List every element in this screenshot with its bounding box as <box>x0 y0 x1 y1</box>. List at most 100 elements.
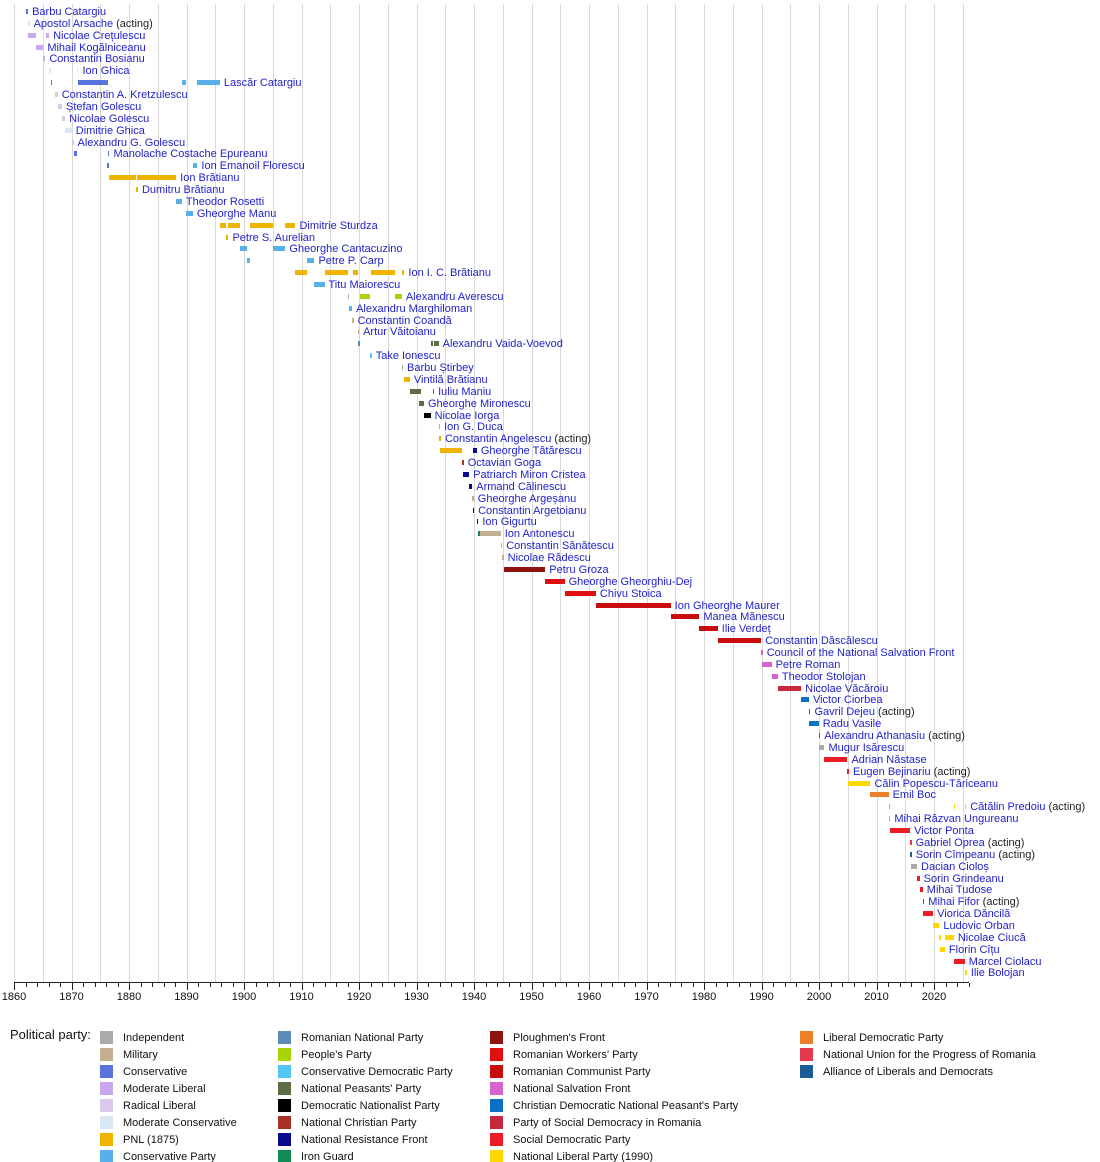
pm-name-label[interactable]: Artur Văitoianu <box>363 327 436 338</box>
term-bar[interactable] <box>348 305 353 311</box>
term-bar[interactable] <box>404 376 410 382</box>
pm-name-label[interactable]: Alexandru Athanasiu (acting) <box>824 731 965 742</box>
term-bar[interactable] <box>45 32 50 38</box>
pm-name-label[interactable]: Alexandru Marghiloman <box>356 303 472 315</box>
term-bar[interactable] <box>910 851 912 857</box>
pm-name-label[interactable]: Dacian Cioloș <box>921 860 989 873</box>
term-bar[interactable] <box>761 649 763 655</box>
pm-name-label[interactable]: Ion G. Duca <box>444 422 503 433</box>
term-bar[interactable] <box>419 400 421 406</box>
pm-name[interactable]: Take Ionescu <box>375 350 441 363</box>
pm-name-label[interactable]: Ilie Verdeț <box>722 624 771 635</box>
pm-name[interactable]: Patriarch Miron Cristea <box>473 468 586 481</box>
term-bar[interactable] <box>409 388 420 394</box>
pm-name[interactable]: Nicolae Rădescu <box>507 552 591 565</box>
term-bar[interactable] <box>923 911 934 917</box>
term-bar[interactable] <box>503 566 546 572</box>
term-bar[interactable] <box>50 80 53 86</box>
term-bar[interactable] <box>888 804 891 810</box>
term-bar[interactable] <box>347 293 350 299</box>
pm-name-label[interactable]: Petre S. Aurelian <box>232 231 316 244</box>
term-bar[interactable] <box>370 270 395 276</box>
term-bar[interactable] <box>476 519 479 525</box>
pm-name[interactable]: Dacian Cioloș <box>921 860 989 873</box>
pm-name[interactable]: Ștefan Golescu <box>66 100 142 113</box>
term-bar[interactable] <box>761 661 772 667</box>
pm-name[interactable]: Nicolae Crețulescu <box>53 29 146 42</box>
term-bar[interactable] <box>420 400 424 406</box>
term-bar[interactable] <box>71 139 74 145</box>
pm-name-label[interactable]: Manea Mănescu <box>703 612 784 623</box>
pm-name-label[interactable]: Constantin Sănătescu <box>506 541 614 552</box>
pm-name-label[interactable]: Ștefan Golescu <box>66 100 142 113</box>
pm-name-label[interactable]: Nicolae Rădescu <box>508 553 591 564</box>
pm-name-label[interactable]: Constantin A. Kretzulescu <box>62 90 188 101</box>
pm-name[interactable]: Ion Gheorghe Maurer <box>674 599 780 612</box>
pm-name[interactable]: Council of the National Salvation Front <box>766 646 955 659</box>
pm-name[interactable]: Radu Vasile <box>822 718 882 731</box>
pm-name[interactable]: Armand Călinescu <box>476 480 567 493</box>
pm-name[interactable]: Mugur Isărescu <box>828 741 905 754</box>
term-bar[interactable] <box>472 495 474 501</box>
term-bar[interactable] <box>28 32 36 38</box>
pm-name-label[interactable]: Gavril Dejeu (acting) <box>814 707 914 718</box>
pm-name[interactable]: Alexandru Athanasiu <box>824 730 926 743</box>
pm-name-label[interactable]: Radu Vasile <box>823 719 882 730</box>
pm-name[interactable]: Dimitrie Sturdza <box>299 219 378 232</box>
term-bar[interactable] <box>910 863 918 869</box>
pm-name-label[interactable]: Constantin Dăscălescu <box>765 636 878 647</box>
pm-name[interactable]: Ion Gigurtu <box>482 516 537 529</box>
pm-name-label[interactable]: Alexandru Averescu <box>405 290 504 303</box>
pm-name[interactable]: Sorin Grindeanu <box>923 872 1004 885</box>
pm-name-label[interactable]: Dumitru Brătianu <box>142 185 225 196</box>
pm-name-label[interactable]: Gheorghe Tătărescu <box>481 446 582 457</box>
pm-name-label[interactable]: Mihai Tudose <box>927 885 992 896</box>
term-bar[interactable] <box>65 127 72 133</box>
term-bar[interactable] <box>197 80 220 86</box>
term-bar[interactable] <box>462 460 464 466</box>
term-bar[interactable] <box>76 68 79 74</box>
pm-name[interactable]: Constantin Bosianu <box>49 53 145 66</box>
term-bar[interactable] <box>295 270 307 276</box>
term-bar[interactable] <box>394 293 402 299</box>
pm-name-label[interactable]: Ion Ghica <box>82 66 129 77</box>
pm-name-label[interactable]: Viorica Dăncilă <box>937 909 1010 920</box>
pm-name[interactable]: Emil Boc <box>892 789 936 802</box>
term-bar[interactable] <box>717 638 762 644</box>
pm-name[interactable]: Titu Maiorescu <box>328 279 401 291</box>
pm-name[interactable]: Barbu Știrbey <box>407 362 474 375</box>
pm-name-label[interactable]: Manolache Costache Epureanu <box>113 149 267 160</box>
pm-name[interactable]: Ion Brătianu <box>180 172 240 185</box>
term-bar[interactable] <box>228 222 240 228</box>
term-bar[interactable] <box>250 222 273 228</box>
term-bar[interactable] <box>357 329 360 335</box>
pm-name[interactable]: Lascăr Catargiu <box>223 77 302 90</box>
term-bar[interactable] <box>181 80 186 86</box>
pm-name[interactable]: Petre S. Aurelian <box>232 231 316 244</box>
pm-name[interactable]: Marcel Ciolacu <box>968 955 1042 968</box>
pm-name-label[interactable]: Gheorghe Mironescu <box>428 398 531 410</box>
pm-name-label[interactable]: Adrian Năstase <box>851 754 926 766</box>
pm-name[interactable]: Viorica Dăncilă <box>937 908 1011 921</box>
term-bar[interactable] <box>922 899 925 905</box>
term-bar[interactable] <box>477 531 481 537</box>
pm-name-label[interactable]: Nicolae Ciucă <box>958 932 1026 944</box>
pm-name[interactable]: Victor Ciorbea <box>812 694 883 707</box>
pm-name-label[interactable]: Emil Boc <box>893 790 936 801</box>
pm-name[interactable]: Iuliu Maniu <box>438 385 492 398</box>
pm-name-label[interactable]: Patriarch Miron Cristea <box>473 468 586 481</box>
pm-name[interactable]: Dimitrie Ghica <box>75 124 145 137</box>
term-bar[interactable] <box>595 602 671 608</box>
term-bar[interactable] <box>438 424 441 430</box>
pm-name[interactable]: Manolache Costache Epureanu <box>113 148 268 161</box>
term-bar[interactable] <box>35 44 44 50</box>
pm-name[interactable]: Alexandru Averescu <box>405 290 504 303</box>
pm-name[interactable]: Nicolae Iorga <box>434 409 500 422</box>
pm-name-label[interactable]: Mihai Fifor (acting) <box>928 897 1019 908</box>
pm-name[interactable]: Gheorghe Gheorghiu-Dej <box>568 575 693 588</box>
pm-name[interactable]: Nicolae Văcăroiu <box>805 682 889 695</box>
term-bar[interactable] <box>954 958 965 964</box>
term-bar[interactable] <box>73 151 77 157</box>
pm-name-label[interactable]: Iuliu Maniu <box>438 385 492 398</box>
pm-name-label[interactable]: Nicolae Golescu <box>69 113 149 125</box>
